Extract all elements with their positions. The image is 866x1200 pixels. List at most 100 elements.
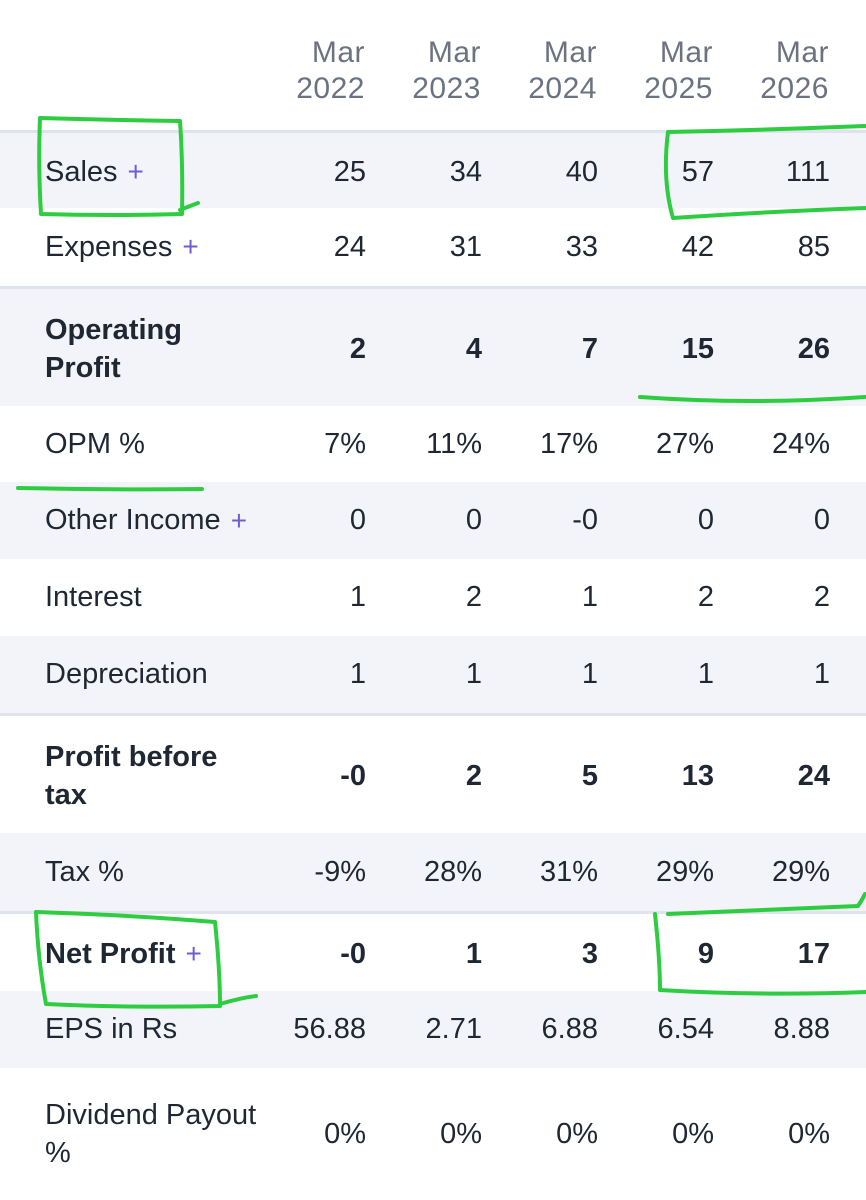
column-header: Mar 2025	[644, 36, 713, 105]
table-row: Tax % -9% 28% 31% 29% 29%	[0, 833, 866, 911]
table-row: OPM % 7% 11% 17% 27% 24%	[0, 406, 866, 482]
table-cell: 24%	[771, 428, 830, 460]
expand-plus-icon[interactable]: +	[185, 938, 202, 969]
row-label: OPM %	[45, 406, 145, 482]
table-row: Dividend Payout % 0% 0% 0% 0% 0%	[0, 1068, 866, 1200]
column-header: Mar 2022	[296, 36, 365, 105]
row-label-text: Tax %	[45, 855, 124, 888]
table-row: Depreciation 1 1 1 1 1	[0, 636, 866, 713]
table-cell: 1	[581, 581, 598, 613]
table-cell: 11%	[426, 428, 482, 460]
column-header: Mar 2024	[528, 36, 597, 105]
table-cell: 8.88	[773, 1013, 830, 1045]
row-label-text: EPS in Rs	[45, 1013, 178, 1045]
table-cell: 34	[449, 156, 482, 188]
row-label-text: Sales	[45, 155, 118, 188]
table-cell: 31	[449, 231, 482, 263]
expand-plus-icon[interactable]: +	[127, 156, 144, 187]
table-cell: 1	[349, 658, 366, 690]
table-cell: 26	[797, 333, 830, 365]
row-label-text: Net Profit	[45, 937, 176, 970]
table-cell: 25	[333, 156, 366, 188]
row-label-text: Depreciation	[45, 658, 208, 690]
table-cell: -0	[340, 938, 366, 970]
table-cell: 0	[813, 504, 830, 536]
table-cell: 17%	[539, 428, 598, 460]
table-cell: 0	[697, 504, 714, 536]
table-cell: 2	[465, 581, 482, 613]
row-label[interactable]: Other Income +	[45, 482, 247, 559]
table-row[interactable]: Expenses +24 31 33 42 85	[0, 208, 866, 286]
table-cell: 0	[349, 504, 366, 536]
table-cell: 5	[581, 760, 598, 792]
table-cell: 1	[581, 658, 598, 690]
table-cell: 2	[349, 333, 366, 365]
row-label: Tax %	[45, 833, 124, 911]
table-cell: 24	[333, 231, 366, 263]
table-cell: 17	[797, 938, 830, 970]
table-cell: 28%	[423, 856, 482, 888]
table-cell: 0%	[672, 1118, 714, 1150]
row-label-text: Profit before tax	[45, 741, 218, 811]
table-row: Profit before tax -0 2 5 13 24	[0, 713, 866, 833]
table-cell: 2	[465, 760, 482, 792]
table-cell: 31%	[539, 856, 598, 888]
table-cell: 1	[465, 658, 482, 690]
table-cell: 0	[465, 504, 482, 536]
table-row[interactable]: Net Profit + -0 1 3 9 17	[0, 911, 866, 991]
table-cell: 111	[785, 156, 830, 188]
table-cell: 6.88	[541, 1013, 598, 1045]
row-label-text: Expenses	[45, 230, 173, 263]
table-cell: 29%	[655, 856, 714, 888]
table-cell: 4	[465, 333, 482, 365]
table-cell: 13	[681, 760, 714, 792]
table-cell: 27%	[655, 428, 714, 460]
table-row[interactable]: Other Income +0 0 -0 0 0	[0, 482, 866, 559]
table-cell: 0%	[788, 1118, 830, 1150]
row-label: Dividend Payout %	[45, 1068, 265, 1200]
table-cell: 3	[581, 938, 598, 970]
table-cell: 1	[465, 938, 482, 970]
table-cell: 24	[797, 760, 830, 792]
row-label: Profit before tax	[45, 716, 265, 836]
row-label-text: OPM %	[45, 427, 145, 460]
expand-plus-icon[interactable]: +	[182, 231, 199, 262]
table-cell: 2.71	[425, 1013, 482, 1045]
row-label-text: Dividend Payout %	[45, 1099, 257, 1169]
table-cell: -0	[340, 760, 366, 792]
table-cell: 1	[813, 658, 830, 690]
column-header: Mar 2023	[412, 36, 481, 105]
table-cell: 0%	[556, 1118, 598, 1150]
table-cell: -0	[572, 504, 598, 536]
row-label: Interest	[45, 559, 142, 636]
table-cell: 33	[565, 231, 598, 263]
table-cell: 29%	[771, 856, 830, 888]
row-label-text: Interest	[45, 581, 142, 613]
row-label[interactable]: Net Profit +	[45, 914, 202, 994]
table-row: Operating Profit 2 4 7 15 26	[0, 286, 866, 406]
table-cell: 2	[813, 581, 830, 613]
row-label: Operating Profit	[45, 289, 265, 409]
table-cell: 15	[681, 333, 714, 365]
row-label: Depreciation	[45, 636, 208, 713]
table-cell: 56.88	[293, 1013, 366, 1045]
table-header: Mar 2022 Mar 2023 Mar 2024 Mar 2025 Mar 2026	[0, 0, 866, 130]
column-header: Mar 2026	[760, 36, 829, 105]
table-cell: 6.54	[657, 1013, 714, 1045]
table-cell: -9%	[314, 856, 366, 888]
expand-plus-icon[interactable]: +	[230, 504, 248, 536]
table-cell: 1	[349, 581, 366, 613]
table-cell: 2	[697, 581, 714, 613]
row-label-text: Operating Profit	[45, 314, 182, 384]
table-row: Interest 1 2 1 2 2	[0, 559, 866, 636]
row-label[interactable]: Expenses +	[45, 208, 199, 286]
row-label[interactable]: Sales +	[45, 133, 144, 211]
row-label: EPS in Rs	[45, 991, 177, 1068]
table-row[interactable]: Sales +25 34 40 57 111	[0, 130, 866, 208]
table-cell: 0%	[324, 1118, 366, 1150]
table-cell: 40	[565, 156, 598, 188]
table-cell: 85	[797, 231, 830, 263]
row-label-text: Other Income	[45, 504, 221, 536]
table-cell: 42	[681, 231, 714, 263]
